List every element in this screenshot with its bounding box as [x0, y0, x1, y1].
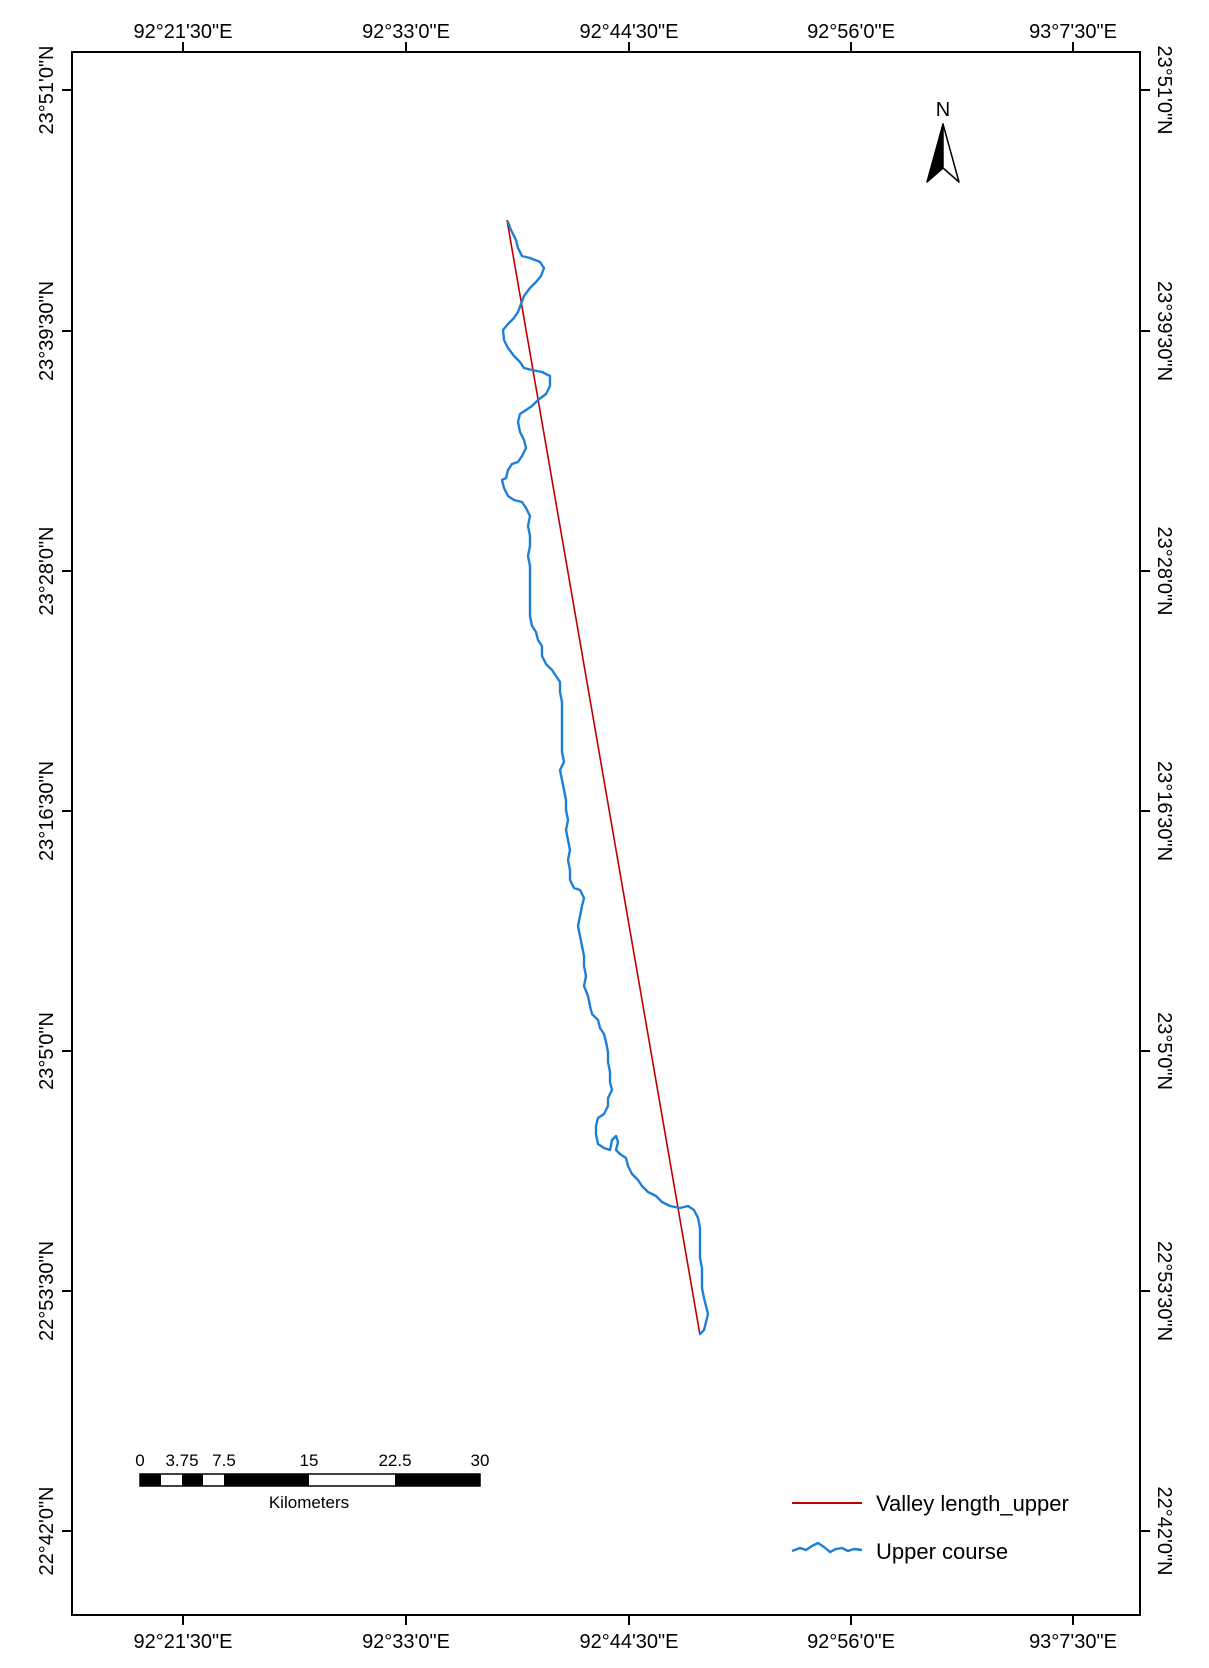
scale-seg-5	[224, 1474, 309, 1486]
top-lon-label-4: 92°56'0"E	[807, 21, 895, 43]
bottom-tick-marks	[182, 1615, 1074, 1625]
right-lat-label-5: 23°5'0"N	[1153, 1012, 1175, 1090]
right-lat-label-1: 23°51'0"N	[1153, 46, 1175, 135]
valley-length-line	[506, 219, 701, 1336]
right-lat-label-6: 22°53'30"N	[1153, 1241, 1175, 1341]
right-tick-marks	[1140, 89, 1150, 1532]
scale-bar: 0 3.75 7.5 15 22.5 30 Kilometers	[135, 1451, 489, 1512]
bottom-lon-label-2: 92°33'0"E	[362, 1631, 450, 1653]
bottom-lon-label-3: 92°44'30"E	[580, 1631, 679, 1653]
left-lat-label-1: 23°51'0"N	[36, 46, 58, 135]
upper-course-river	[500, 220, 710, 1336]
scale-unit-label: Kilometers	[269, 1493, 349, 1512]
top-lon-label-1: 92°21'30"E	[134, 21, 233, 43]
legend: Valley length_upper Upper course	[791, 1491, 1069, 1564]
top-lon-label-3: 92°44'30"E	[580, 21, 679, 43]
scale-label-15: 15	[300, 1451, 319, 1470]
scale-label-0: 0	[135, 1451, 144, 1470]
scale-label-7-5: 7.5	[212, 1451, 236, 1470]
top-tick-marks	[182, 42, 1074, 52]
bottom-lon-label-1: 92°21'30"E	[134, 1631, 233, 1653]
right-lat-label-7: 22°42'0"N	[1153, 1487, 1175, 1576]
north-arrow-right-half	[942, 123, 960, 183]
right-lat-label-2: 23°39'30"N	[1153, 281, 1175, 381]
legend-river-label: Upper course	[876, 1539, 1008, 1564]
north-label: N	[936, 99, 950, 121]
scale-seg-7	[395, 1474, 480, 1486]
scale-seg-1	[140, 1474, 161, 1486]
map-frame	[71, 51, 1141, 1616]
left-tick-marks	[62, 89, 72, 1532]
left-lat-label-6: 22°53'30"N	[36, 1241, 58, 1341]
left-lat-label-3: 23°28'0"N	[36, 527, 58, 616]
scale-label-3-75: 3.75	[165, 1451, 198, 1470]
scale-seg-3	[182, 1474, 203, 1486]
scale-label-22-5: 22.5	[378, 1451, 411, 1470]
top-lon-label-5: 93°7'30"E	[1029, 21, 1117, 43]
left-lat-label-2: 23°39'30"N	[36, 281, 58, 381]
left-lat-label-5: 23°5'0"N	[36, 1012, 58, 1090]
bottom-lon-label-4: 92°56'0"E	[807, 1631, 895, 1653]
right-lat-label-3: 23°28'0"N	[1153, 527, 1175, 616]
scale-label-30: 30	[471, 1451, 490, 1470]
north-arrow-icon: N	[926, 99, 960, 183]
left-lat-label-7: 22°42'0"N	[36, 1487, 58, 1576]
legend-river-swatch	[791, 1541, 863, 1554]
top-lon-label-2: 92°33'0"E	[362, 21, 450, 43]
bottom-lon-label-5: 93°7'30"E	[1029, 1631, 1117, 1653]
left-lat-label-4: 23°16'30"N	[36, 761, 58, 861]
legend-valley-label: Valley length_upper	[876, 1491, 1069, 1516]
right-lat-label-4: 23°16'30"N	[1153, 761, 1175, 861]
